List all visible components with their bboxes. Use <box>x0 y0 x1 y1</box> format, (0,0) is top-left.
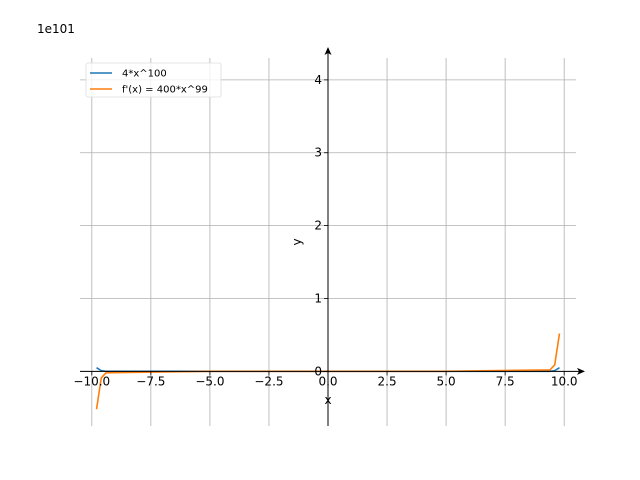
y-tick-label: 3 <box>314 146 322 160</box>
x-tick-label: −10.0 <box>73 374 110 388</box>
x-tick-label: 7.5 <box>496 374 515 388</box>
legend-box <box>85 62 222 98</box>
x-tick-label: 2.5 <box>378 374 397 388</box>
x-tick-label: 0.0 <box>318 374 337 388</box>
x-axis-arrow <box>577 367 585 375</box>
y-tick-label: 0 <box>314 364 322 378</box>
ticks: −10.0 −7.5 −5.0 −2.5 0.0 2.5 5.0 7.5 10.0 0 1 2 3 4 <box>73 73 577 388</box>
y-axis-label: y <box>290 238 304 245</box>
y-tick-label: 2 <box>314 219 322 233</box>
y-tick-label: 1 <box>314 291 322 305</box>
y-tick-label: 4 <box>314 73 322 87</box>
y-axis-arrow <box>324 47 332 55</box>
x-tick-label: 5.0 <box>437 374 456 388</box>
y-offset-text: 1e101 <box>37 22 75 36</box>
x-tick-label: −5.0 <box>195 374 224 388</box>
x-tick-label: −2.5 <box>254 374 283 388</box>
axes <box>80 47 585 426</box>
legend: 4*x^100 f'(x) = 400*x^99 <box>85 62 222 98</box>
x-tick-label: 10.0 <box>551 374 578 388</box>
x-axis-label: x <box>324 393 331 407</box>
legend-entry: 4*x^100 <box>122 69 167 80</box>
x-tick-label: −7.5 <box>136 374 165 388</box>
legend-entry: f'(x) = 400*x^99 <box>122 85 208 96</box>
